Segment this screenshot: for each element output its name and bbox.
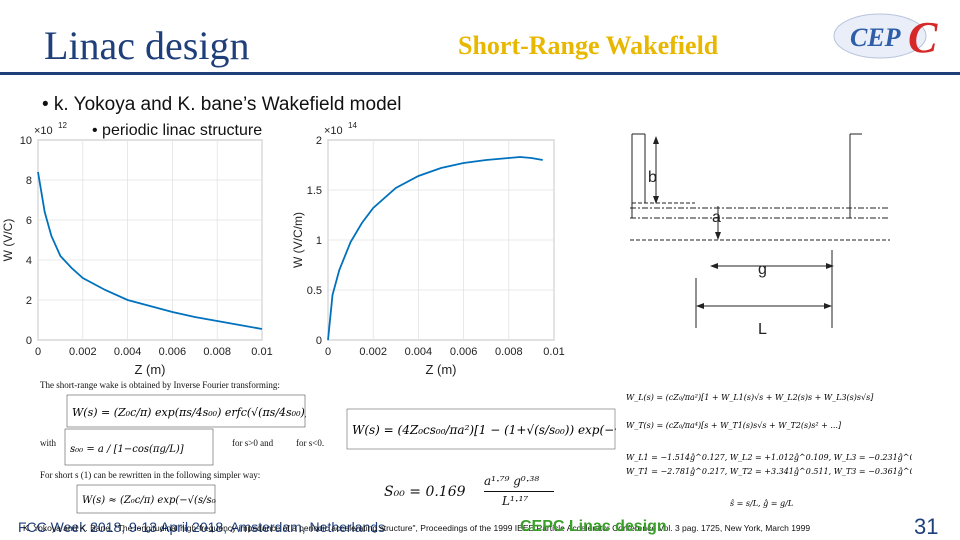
label-L: L: [758, 321, 767, 338]
s00-definition: s₀₀ = a / [1−cos(πg/L)]: [64, 428, 214, 466]
wake-formula-short: W(s) ≈ (Z₀c/π) exp(−√(s/s₀₀)): [76, 484, 216, 514]
formula-short-s: For short s (1) can be rewritten in the …: [40, 470, 261, 480]
left-chart-x-tick-label: 0.01: [251, 346, 272, 358]
label-g: g: [758, 261, 767, 278]
page-number: 31: [914, 514, 939, 539]
wake-formula-1: W(s) = (Z₀c/π) exp(πs/4s₀₀) erfc(√(πs/4s…: [66, 394, 306, 428]
slide-subtitle: Short-Range Wakefield: [458, 31, 719, 60]
fit-coefficients-panel: W_L(s) = (cZ₀/πa²)[1 + W_L1(s)√s + W_L2(…: [622, 378, 912, 518]
left-chart-x-axis-label: Z (m): [134, 362, 165, 377]
slide-title: Linac design: [44, 23, 250, 68]
left-chart-y-tick-label: 10: [20, 135, 32, 147]
left-chart-exponent-label: ×10: [34, 125, 53, 137]
bullet-periodic-structure: • periodic linac structure: [92, 122, 263, 139]
svg-text:ŝ = s/L, ĝ = g/L: ŝ = s/L, ĝ = g/L: [730, 499, 793, 508]
fourier-formula-panel: The short-range wake is obtained by Inve…: [36, 378, 336, 518]
formula-intro: The short-range wake is obtained by Inve…: [40, 380, 280, 390]
cavity-geometry-diagram: b a g L: [630, 133, 890, 338]
bullet-wakefield-model: • k. Yokoya and K. bane’s Wakefield mode…: [42, 94, 402, 115]
right-chart-y-axis-label: W (V/C/m): [291, 212, 305, 268]
left-chart-y-tick-label: 2: [26, 295, 32, 307]
left-chart-x-tick-label: 0.006: [159, 346, 187, 358]
left-chart-y-tick-label: 8: [26, 175, 32, 187]
left-chart-x-tick-label: 0.008: [203, 346, 231, 358]
svg-text:W_T1 = −2.781ĝ^0.217, W_T2 =: W_T1 = −2.781ĝ^0.217, W_T2 = +3.341ĝ^0.5…: [626, 467, 912, 476]
header-divider: [0, 72, 960, 75]
svg-text:W(s) ≈ (Z₀c/π) exp(−√(s/s₀₀)): W(s) ≈ (Z₀c/π) exp(−√(s/s₀₀)): [82, 495, 216, 506]
s00-numerator: a¹·⁷⁹ g⁰·³⁸: [484, 474, 540, 488]
fraction-bar: [484, 491, 554, 492]
header-bar: [0, 0, 960, 74]
svg-text:W(s) = (Z₀c/π) exp(πs/4s₀₀) er: W(s) = (Z₀c/π) exp(πs/4s₀₀) erfc(√(πs/4s…: [72, 406, 306, 419]
svg-text:CEP: CEP: [850, 23, 902, 52]
svg-text:W_T(s) = (cZ₀/πa⁴)[s + W_T1(s): W_T(s) = (cZ₀/πa⁴)[s + W_T1(s)s√s + W_T2…: [626, 421, 842, 430]
wake-potential-chart: 0 2 4 6 8 10 0 0.002 0.004 0.006 0.008 0.01 ×10 12 W (…: [1, 121, 273, 377]
condition-s-positive: for s>0 and: [232, 438, 274, 448]
label-a: a: [712, 209, 721, 226]
condition-s-negative: for s<0.: [296, 438, 325, 448]
left-chart-x-tick-label: 0: [35, 346, 41, 358]
left-chart-exponent-power: 12: [58, 121, 67, 130]
left-chart-plot-area: [37, 139, 263, 341]
left-chart-x-tick-label: 0.002: [69, 346, 97, 358]
right-chart-x-tick-label: 0.006: [450, 346, 478, 358]
s00-scaling-formula: S₀₀ = 0.169 a¹·⁷⁹ g⁰·³⁸ L¹·¹⁷: [384, 474, 584, 516]
left-chart-y-tick-label: 4: [26, 255, 32, 267]
right-chart-x-tick-label: 0.004: [405, 346, 433, 358]
s00-label: S₀₀ = 0.169: [384, 484, 466, 500]
left-chart-y-tick-label: 6: [26, 215, 32, 227]
wake-formula-longitudinal: W(s) = (4Z₀cs₀₀/πa²)[1 − (1+√(s/s₀₀)) ex…: [346, 408, 616, 450]
wake-function-chart: 0 0.5 1 1.5 2 0 0.002 0.004 0.006 0.008 0.01 ×10 14 W…: [291, 121, 565, 377]
right-chart-x-tick-label: 0: [325, 346, 331, 358]
left-chart-x-tick-label: 0.004: [114, 346, 142, 358]
svg-text:W_L(s) = (cZ₀/πa²)[1 + W_L1(s): W_L(s) = (cZ₀/πa²)[1 + W_L1(s)√s + W_L2(…: [626, 393, 874, 402]
right-chart-y-tick-label: 1: [316, 235, 322, 247]
s00-denominator: L¹·¹⁷: [502, 494, 529, 508]
svg-text:W(s) = (4Z₀cs₀₀/πa²)[1 − (1+√(: W(s) = (4Z₀cs₀₀/πa²)[1 − (1+√(s/s₀₀)) ex…: [352, 423, 616, 437]
left-chart-y-tick-label: 0: [26, 335, 32, 347]
footer-event: FCC Week 2018, 9-13 April 2018, Amsterda…: [18, 519, 386, 535]
right-chart-y-tick-label: 0: [316, 335, 322, 347]
footer-reference: K. Yokoya and K. Bane, "The longitudinal…: [23, 523, 811, 533]
left-chart-series-line: [37, 171, 263, 330]
right-chart-series-line: [327, 156, 543, 341]
right-chart-y-tick-label: 0.5: [307, 285, 322, 297]
right-chart-x-tick-label: 0.01: [543, 346, 564, 358]
right-chart-exponent-power: 14: [348, 121, 357, 130]
cepc-logo: CEP C: [833, 13, 938, 62]
svg-text:C: C: [908, 13, 938, 62]
right-chart-x-tick-label: 0.008: [495, 346, 523, 358]
svg-text:W_L1 = −1.514ĝ^0.127, W_L2 =: W_L1 = −1.514ĝ^0.127, W_L2 = +1.012ĝ^0.1…: [626, 453, 912, 462]
right-chart-x-tick-label: 0.002: [359, 346, 387, 358]
formula-with: with: [40, 438, 57, 448]
footer-project: CEPC Linac design: [520, 518, 667, 535]
right-chart-exponent-label: ×10: [324, 125, 343, 137]
right-chart-y-tick-label: 2: [316, 135, 322, 147]
right-chart-x-axis-label: Z (m): [425, 362, 456, 377]
label-b: b: [648, 169, 657, 186]
left-chart-y-axis-label: W (V/C): [1, 219, 15, 262]
right-chart-y-tick-label: 1.5: [307, 185, 322, 197]
svg-text:s₀₀ = a / [1−cos(πg/L)]: s₀₀ = a / [1−cos(πg/L)]: [70, 444, 184, 455]
